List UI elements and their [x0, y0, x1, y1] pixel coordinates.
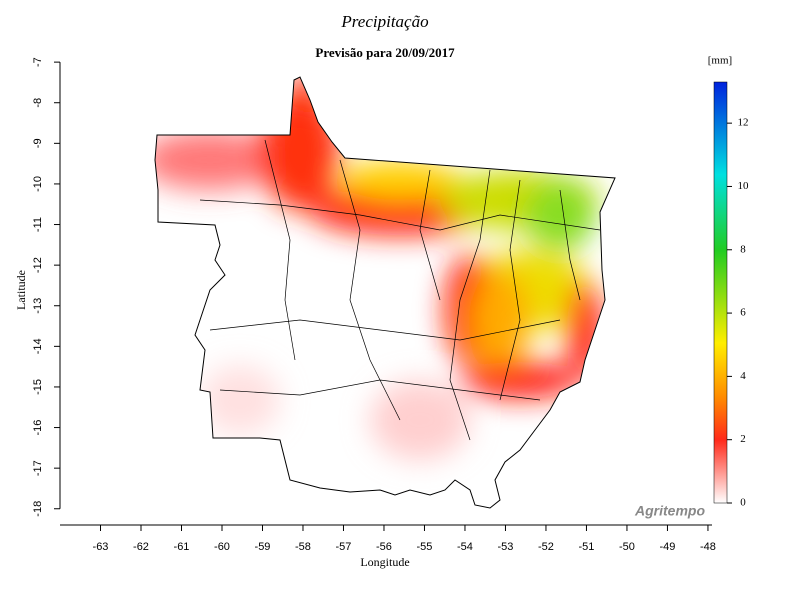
x-tick-label: -50 [619, 541, 635, 553]
colorbar-tick-label: 4 [740, 370, 746, 382]
chart-subtitle: Previsão para 20/09/2017 [315, 45, 455, 60]
y-tick-label: -12 [32, 257, 44, 273]
colorbar-tick-label: 6 [740, 307, 746, 319]
watermark: Agritempo [634, 503, 705, 519]
y-tick-label: -9 [32, 138, 44, 148]
x-tick-label: -53 [498, 541, 514, 553]
colorbar-tick-label: 8 [740, 243, 746, 255]
colorbar-tick-label: 10 [738, 180, 750, 192]
x-tick-label: -56 [376, 541, 392, 553]
y-axis-label: Latitude [14, 270, 28, 310]
x-tick-label: -52 [538, 541, 554, 553]
colorbar [713, 81, 728, 504]
municipal-boundaries [199, 139, 601, 441]
x-tick-label: -48 [700, 541, 716, 553]
y-tick-label: -15 [32, 379, 44, 395]
precipitation-field [155, 77, 615, 508]
x-tick-label: -49 [660, 541, 676, 553]
x-tick-label: -63 [93, 541, 109, 553]
y-tick-label: -17 [32, 460, 44, 476]
x-tick-label: -54 [457, 541, 473, 553]
y-tick-label: -14 [32, 338, 44, 354]
y-tick-label: -13 [32, 298, 44, 314]
state-outline [154, 76, 616, 509]
y-tick-label: -18 [32, 501, 44, 517]
y-tick-label: -10 [32, 176, 44, 192]
colorbar-tick-label: 12 [738, 117, 749, 129]
x-tick-label: -59 [255, 541, 271, 553]
x-tick-label: -60 [214, 541, 230, 553]
x-tick-label: -58 [295, 541, 311, 553]
x-tick-label: -55 [417, 541, 433, 553]
y-tick-label: -11 [32, 217, 44, 232]
x-tick-label: -61 [174, 541, 190, 553]
colorbar-label: [mm] [708, 55, 732, 67]
chart-title: Precipitação [340, 12, 428, 31]
y-tick-label: -7 [32, 57, 44, 67]
y-tick-label: -8 [32, 98, 44, 108]
x-tick-label: -57 [336, 541, 352, 553]
x-tick-label: -62 [133, 541, 149, 553]
colorbar-tick-label: 2 [740, 433, 746, 445]
x-tick-label: -51 [579, 541, 595, 553]
y-tick-label: -16 [32, 420, 44, 436]
colorbar-tick-label: 0 [740, 497, 746, 509]
x-axis-label: Longitude [360, 555, 409, 569]
